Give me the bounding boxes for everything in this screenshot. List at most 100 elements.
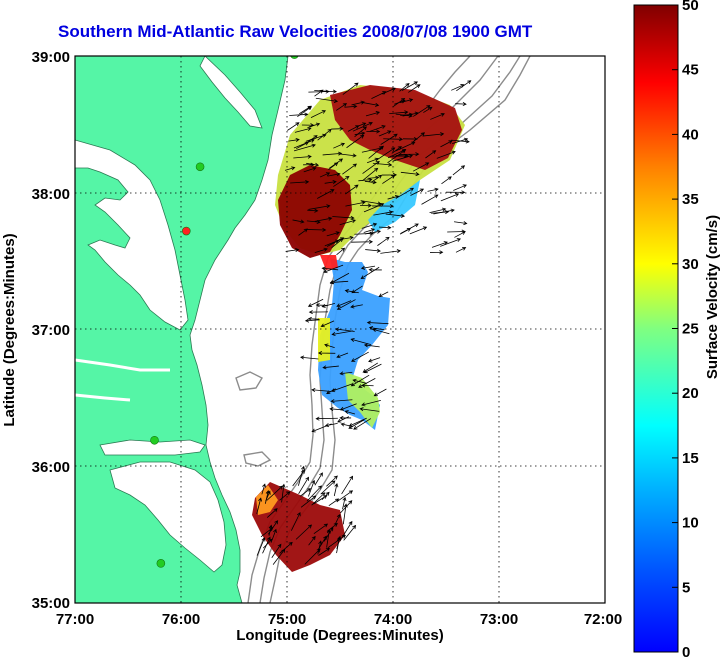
- current-vector-arrow: [320, 320, 335, 328]
- current-vector-arrow: [409, 226, 428, 235]
- current-vector-arrow: [362, 167, 379, 181]
- current-vector-arrow: [287, 122, 300, 131]
- current-vector-arrow: [395, 153, 408, 158]
- current-vector-arrow: [343, 524, 357, 541]
- current-vector-arrow: [310, 110, 327, 118]
- current-vector-arrow: [315, 303, 328, 308]
- pamlico-sound: [109, 461, 227, 573]
- current-vector-arrow: [264, 490, 270, 504]
- current-vector-arrow: [451, 139, 470, 144]
- current-vector-arrow: [363, 228, 376, 233]
- current-vector-arrow: [321, 266, 339, 271]
- current-vector-arrow: [314, 216, 333, 222]
- current-vector-arrow: [315, 416, 338, 421]
- current-vector-arrow: [289, 112, 309, 117]
- current-vector-arrow: [360, 203, 372, 208]
- current-vector-arrow: [344, 410, 356, 415]
- current-vector-arrow: [350, 374, 370, 387]
- current-vector-arrow: [308, 479, 316, 497]
- current-vector-arrow: [366, 129, 381, 134]
- current-vector-arrow: [290, 512, 301, 531]
- y-tick-label: 37:00: [32, 322, 70, 339]
- current-vector-arrow: [350, 304, 363, 309]
- current-vector-arrow: [368, 325, 385, 331]
- current-vector-arrow: [360, 200, 382, 206]
- x-tick-label: 77:00: [56, 611, 94, 628]
- current-vector-arrow: [308, 535, 316, 546]
- colorbar-tick-label: 50: [682, 0, 699, 14]
- colorbar-tick-label: 40: [682, 126, 699, 143]
- current-vector-arrow: [301, 123, 315, 128]
- current-vector-arrow: [363, 363, 382, 374]
- current-vector-arrow: [308, 89, 330, 94]
- current-vector-arrow: [298, 476, 309, 495]
- velocity-field: [252, 85, 465, 572]
- y-tick-label: 38:00: [32, 186, 70, 203]
- current-vector-arrow: [342, 163, 357, 175]
- current-vector-arrow: [430, 112, 445, 120]
- delaware-bay: [199, 56, 263, 129]
- current-vector-arrow: [360, 265, 376, 270]
- current-vector-arrow: [440, 193, 460, 202]
- current-vector-arrow: [292, 219, 305, 224]
- current-vector-arrow: [346, 134, 365, 149]
- current-vector-arrow: [314, 472, 323, 486]
- x-tick-label: 74:00: [374, 611, 412, 628]
- current-vector-arrow: [393, 97, 406, 107]
- current-vector-arrow: [378, 225, 392, 230]
- current-vector-arrow: [342, 496, 347, 510]
- current-vectors: [256, 80, 472, 565]
- current-vector-arrow: [408, 84, 421, 93]
- current-vector-arrow: [300, 495, 317, 508]
- current-vector-arrow: [341, 475, 354, 495]
- current-vector-arrow: [399, 83, 410, 92]
- river-1: [75, 358, 170, 372]
- current-vector-arrow: [340, 500, 353, 514]
- current-vector-arrow: [369, 125, 386, 132]
- current-vector-arrow: [380, 249, 402, 254]
- current-vector-arrow: [339, 371, 353, 376]
- current-vector-arrow: [333, 142, 346, 149]
- current-vector-arrow: [303, 166, 317, 173]
- current-vector-arrow: [353, 418, 372, 430]
- current-vector-arrow: [423, 106, 433, 113]
- current-vector-arrow: [412, 162, 430, 172]
- current-vector-arrow: [317, 351, 336, 356]
- current-vector-arrow: [271, 528, 277, 541]
- current-vector-arrow: [330, 399, 353, 404]
- colorbar-tick-label: 20: [682, 385, 699, 402]
- current-vector-arrow: [373, 210, 394, 216]
- colorbar-tick-label: 0: [682, 644, 690, 659]
- current-vector-arrow: [308, 204, 331, 210]
- current-vector-arrow: [361, 102, 380, 107]
- current-vector-arrow: [294, 127, 312, 133]
- current-vector-arrow: [387, 149, 407, 164]
- current-vector-arrow: [383, 137, 404, 142]
- current-vector-arrow: [345, 184, 359, 195]
- current-vector-arrow: [350, 338, 372, 346]
- current-vector-arrow: [331, 126, 344, 131]
- current-vector-arrow: [295, 524, 313, 540]
- current-vector-arrow: [365, 111, 381, 117]
- current-vector-arrow: [279, 541, 293, 554]
- current-vector-arrow: [326, 237, 345, 247]
- current-vector-arrow: [378, 291, 389, 298]
- x-tick-label: 72:00: [584, 611, 622, 628]
- current-vector-arrow: [328, 162, 339, 171]
- current-vector-arrow: [297, 106, 312, 117]
- current-vector-arrow: [368, 357, 381, 363]
- current-vector-arrow: [336, 299, 356, 310]
- colorbar-tick-label: 15: [682, 450, 699, 467]
- current-vector-arrow: [308, 310, 329, 315]
- current-vector-arrow: [364, 180, 377, 185]
- current-vector-arrow: [311, 423, 332, 433]
- current-vector-arrow: [441, 176, 452, 185]
- y-axis-label: Latitude (Degrees:Minutes): [1, 233, 18, 426]
- current-vector-arrow: [326, 231, 340, 237]
- current-vector-arrow: [300, 355, 319, 360]
- current-vector-arrow: [307, 208, 319, 213]
- current-vector-arrow: [351, 351, 369, 362]
- current-vector-arrow: [380, 133, 398, 145]
- current-vector-arrow: [431, 241, 448, 248]
- current-vector-arrow: [347, 125, 360, 132]
